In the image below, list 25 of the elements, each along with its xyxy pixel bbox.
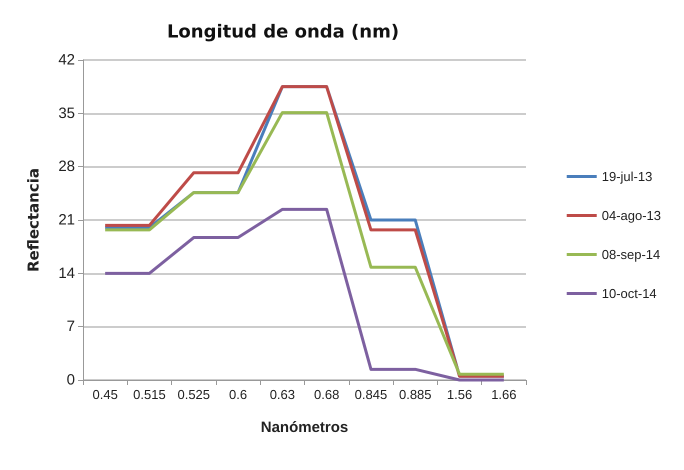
x-tick-label: 0.515	[133, 387, 166, 402]
x-tick-label: 0.45	[92, 387, 118, 402]
y-axis-title: Reflectancia	[24, 168, 42, 272]
y-tick-label: 42	[58, 52, 75, 68]
y-tick-label: 28	[58, 158, 75, 176]
legend-label: 04-ago-13	[602, 208, 662, 223]
x-tick-label: 0.525	[177, 387, 210, 402]
y-tick-label: 0	[66, 372, 75, 388]
legend-label: 10-oct-14	[602, 286, 657, 301]
x-tick-label: 1.66	[491, 387, 517, 402]
chart-title: Longitud de onda (nm)	[166, 22, 400, 42]
legend-label: 19-jul-13	[602, 169, 652, 184]
y-tick-label: 14	[58, 264, 75, 282]
legend-label: 08-sep-14	[602, 247, 660, 262]
x-tick-label: 0.845	[354, 387, 388, 402]
y-tick-label: 7	[66, 318, 75, 336]
x-tick-label: 0.885	[398, 387, 432, 402]
x-tick-label: 1.56	[446, 387, 472, 402]
line-series	[104, 208, 506, 382]
x-tick-label: 0.63	[270, 387, 296, 402]
x-tick-label: 0.6	[229, 387, 248, 402]
x-axis-title: Nanómetros	[260, 419, 348, 436]
x-tick-label: 0.68	[314, 387, 340, 402]
y-tick-label: 21	[58, 212, 75, 228]
y-tick-label: 35	[58, 104, 75, 122]
